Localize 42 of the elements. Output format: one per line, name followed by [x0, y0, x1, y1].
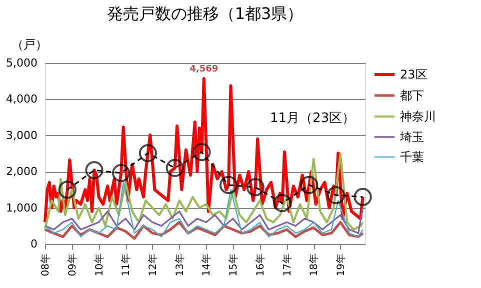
y-tick-label: 4,000 — [6, 92, 38, 106]
x-tick-label: 09年 — [66, 254, 78, 276]
point — [138, 144, 158, 162]
annotation: 4,569 — [190, 64, 218, 75]
point — [273, 194, 292, 212]
x-tick-label: 17年 — [281, 254, 294, 276]
line-series — [44, 182, 364, 238]
y-tick-label: 1,000 — [6, 201, 38, 214]
legend-label: 神奈川 — [400, 110, 436, 124]
point — [58, 180, 76, 199]
point — [300, 176, 318, 194]
x-tick-label: 16年 — [254, 254, 266, 276]
point — [166, 158, 184, 178]
x-tick-label: 08年 — [40, 254, 52, 276]
y-tick-label: 0 — [30, 238, 38, 250]
point — [246, 178, 264, 196]
legend-label: 23区 — [400, 68, 428, 82]
line-series — [44, 152, 364, 231]
y-tick-label: 2,000 — [6, 165, 38, 178]
y-tick-label: 3,000 — [6, 128, 38, 142]
point — [219, 176, 238, 194]
x-tick-label: 15年 — [228, 254, 240, 276]
point — [326, 186, 346, 204]
x-tick-label: 14年 — [200, 254, 213, 276]
line-series — [44, 206, 364, 234]
x-tick-label: 10年 — [93, 254, 106, 276]
point — [112, 164, 130, 182]
point — [354, 188, 372, 206]
x-tick-label: 19年 — [334, 254, 347, 276]
chart-title: 発売戸数の推移（1都3県） — [106, 4, 304, 23]
annotation: 11月（23区） — [270, 111, 356, 126]
point — [192, 143, 211, 162]
y-axis-title: （戸） — [12, 38, 48, 52]
x-tick-label: 18年 — [308, 254, 320, 276]
legend-label: 埼玉 — [399, 130, 424, 144]
legend-label: 都下 — [400, 88, 424, 102]
point — [85, 161, 104, 180]
x-tick-label: 11年 — [120, 254, 132, 276]
x-tick-label: 12年 — [146, 254, 159, 276]
y-tick-label: 5,000 — [6, 56, 38, 70]
x-tick-label: 13年 — [174, 254, 186, 276]
legend-label: 千葉 — [400, 150, 424, 164]
